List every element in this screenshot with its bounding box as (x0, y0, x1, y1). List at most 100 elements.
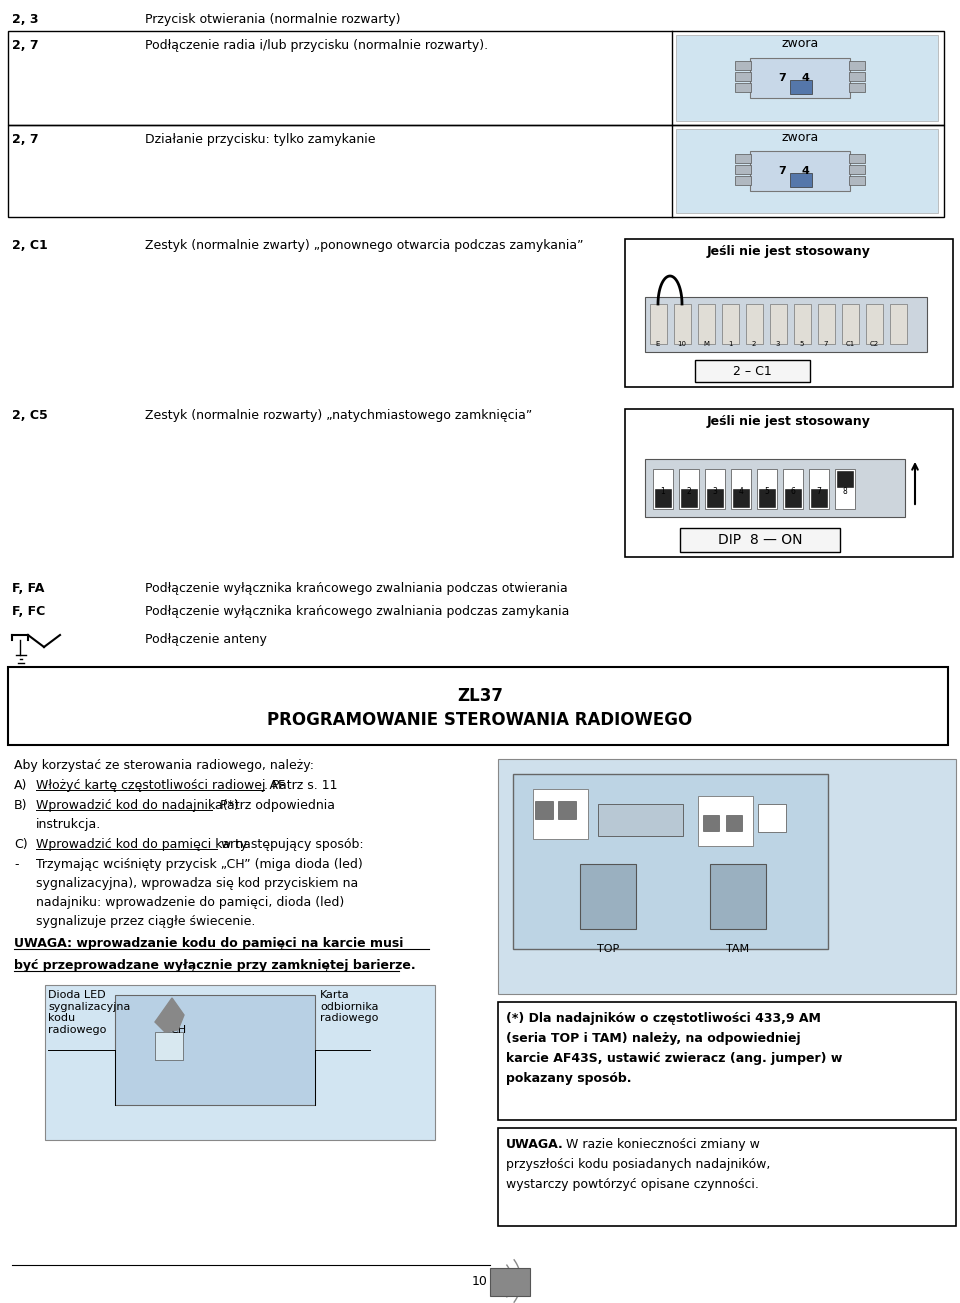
Text: 2, 7: 2, 7 (12, 133, 38, 146)
Text: Podłączenie anteny: Podłączenie anteny (145, 633, 267, 646)
Bar (735, 72, 751, 81)
Text: nadajniku: wprowadzenie do pamięci, dioda (led): nadajniku: wprowadzenie do pamięci, diod… (36, 896, 345, 909)
Text: 5: 5 (800, 341, 804, 347)
Bar (750, 59, 850, 98)
Text: Podłączenie wyłącznika krańcowego zwalniania podczas otwierania: Podłączenie wyłącznika krańcowego zwalni… (145, 582, 567, 595)
Text: 4: 4 (738, 487, 743, 496)
Bar (681, 489, 697, 507)
Text: instrukcja.: instrukcja. (36, 818, 101, 831)
Bar (625, 238, 953, 387)
Bar (650, 304, 667, 344)
Bar (818, 304, 835, 344)
Bar (770, 304, 787, 344)
Bar (558, 801, 576, 820)
Text: C1: C1 (846, 341, 854, 347)
Text: (*) Dla nadajników o częstotliwości 433,9 AM: (*) Dla nadajników o częstotliwości 433,… (506, 1012, 821, 1025)
Bar (698, 796, 753, 846)
Text: 6: 6 (791, 487, 796, 496)
Text: Dioda LED
sygnalizacyjna
kodu
radiowego: Dioda LED sygnalizacyjna kodu radiowego (48, 990, 131, 1035)
Text: Wprowadzić kod do nadajnika(*): Wprowadzić kod do nadajnika(*) (36, 799, 239, 812)
Text: 1: 1 (660, 487, 665, 496)
Bar (8, 125, 944, 218)
Bar (645, 297, 927, 352)
Bar (783, 469, 803, 509)
Bar (598, 804, 683, 837)
Bar (890, 304, 907, 344)
Text: -: - (14, 857, 18, 870)
Text: . Patrz s. 11: . Patrz s. 11 (264, 779, 338, 792)
Text: Podłączenie radia i/lub przycisku (normalnie rozwarty).: Podłączenie radia i/lub przycisku (norma… (145, 39, 488, 52)
Text: Karta
odbiornika
radiowego: Karta odbiornika radiowego (320, 990, 378, 1023)
Bar (735, 154, 751, 163)
Text: 2: 2 (752, 341, 756, 347)
Text: 8: 8 (843, 487, 848, 496)
Bar (698, 304, 715, 344)
Text: wystarczy powtórzyć opisane czynności.: wystarczy powtórzyć opisane czynności. (506, 1178, 758, 1191)
Circle shape (686, 847, 790, 951)
Bar (695, 360, 810, 382)
Text: DIP  8 — ON: DIP 8 — ON (718, 533, 803, 547)
Bar (679, 469, 699, 509)
Bar (653, 469, 673, 509)
Bar (513, 774, 828, 949)
Bar (735, 61, 751, 70)
Text: Aby korzystać ze sterowania radiowego, należy:: Aby korzystać ze sterowania radiowego, n… (14, 760, 314, 771)
Text: A): A) (14, 779, 28, 792)
Text: UWAGA.: UWAGA. (506, 1138, 564, 1151)
Text: 2, 3: 2, 3 (12, 13, 38, 26)
Bar (726, 814, 742, 831)
Bar (115, 995, 315, 1105)
Text: PROGRAMOWANIE STEROWANIA RADIOWEGO: PROGRAMOWANIE STEROWANIA RADIOWEGO (268, 711, 692, 728)
Bar (735, 165, 751, 175)
Bar (155, 1032, 183, 1061)
Bar (705, 469, 725, 509)
Text: Przycisk otwierania (normalnie rozwarty): Przycisk otwierania (normalnie rozwarty) (145, 13, 400, 26)
Text: F, FA: F, FA (12, 582, 44, 595)
Text: 3: 3 (712, 487, 717, 496)
Text: F, FC: F, FC (12, 605, 45, 618)
Text: 4: 4 (801, 73, 809, 83)
Bar (849, 165, 865, 175)
Bar (707, 489, 723, 507)
Text: ZL37: ZL37 (457, 687, 503, 705)
Text: sygnalizuje przez ciągłe świecenie.: sygnalizuje przez ciągłe świecenie. (36, 915, 255, 928)
Text: zwora: zwora (781, 132, 819, 145)
Bar (625, 409, 953, 556)
Text: Zestyk (normalnie zwarty) „ponownego otwarcia podczas zamykania”: Zestyk (normalnie zwarty) „ponownego otw… (145, 238, 584, 251)
Bar (722, 304, 739, 344)
Text: 7: 7 (817, 487, 822, 496)
Text: CH: CH (170, 1025, 186, 1035)
Bar (498, 1128, 956, 1226)
Text: zwora: zwora (781, 36, 819, 50)
Bar (849, 176, 865, 185)
Bar (498, 1002, 956, 1121)
Text: C2: C2 (870, 341, 878, 347)
Text: 7: 7 (779, 73, 786, 83)
Bar (811, 489, 827, 507)
Text: Działanie przycisku: tylko zamykanie: Działanie przycisku: tylko zamykanie (145, 133, 375, 146)
Bar (676, 35, 938, 121)
Text: być przeprowadzane wyłącznie przy zamkniętej barierze.: być przeprowadzane wyłącznie przy zamkni… (14, 959, 416, 972)
Text: 10: 10 (472, 1276, 488, 1287)
Bar (735, 83, 751, 93)
Bar (757, 469, 777, 509)
Bar (710, 864, 766, 929)
Bar (731, 469, 751, 509)
Bar (703, 814, 719, 831)
Text: 2, C1: 2, C1 (12, 238, 48, 251)
Bar (785, 489, 801, 507)
Bar (759, 489, 775, 507)
Bar (655, 489, 671, 507)
Text: TOP: TOP (597, 943, 619, 954)
Bar (45, 985, 435, 1140)
Text: Trzymając wciśnięty przycisk „CH” (miga dioda (led): Trzymając wciśnięty przycisk „CH” (miga … (36, 857, 363, 870)
Bar (809, 469, 829, 509)
Bar (490, 1268, 530, 1296)
Text: Podłączenie wyłącznika krańcowego zwalniania podczas zamykania: Podłączenie wyłącznika krańcowego zwalni… (145, 605, 569, 618)
Polygon shape (155, 998, 184, 1032)
Bar (849, 61, 865, 70)
Text: sygnalizacyjna), wprowadza się kod przyciskiem na: sygnalizacyjna), wprowadza się kod przyc… (36, 877, 358, 890)
Bar (790, 79, 812, 94)
Text: 2, C5: 2, C5 (12, 409, 48, 422)
Bar (674, 304, 691, 344)
